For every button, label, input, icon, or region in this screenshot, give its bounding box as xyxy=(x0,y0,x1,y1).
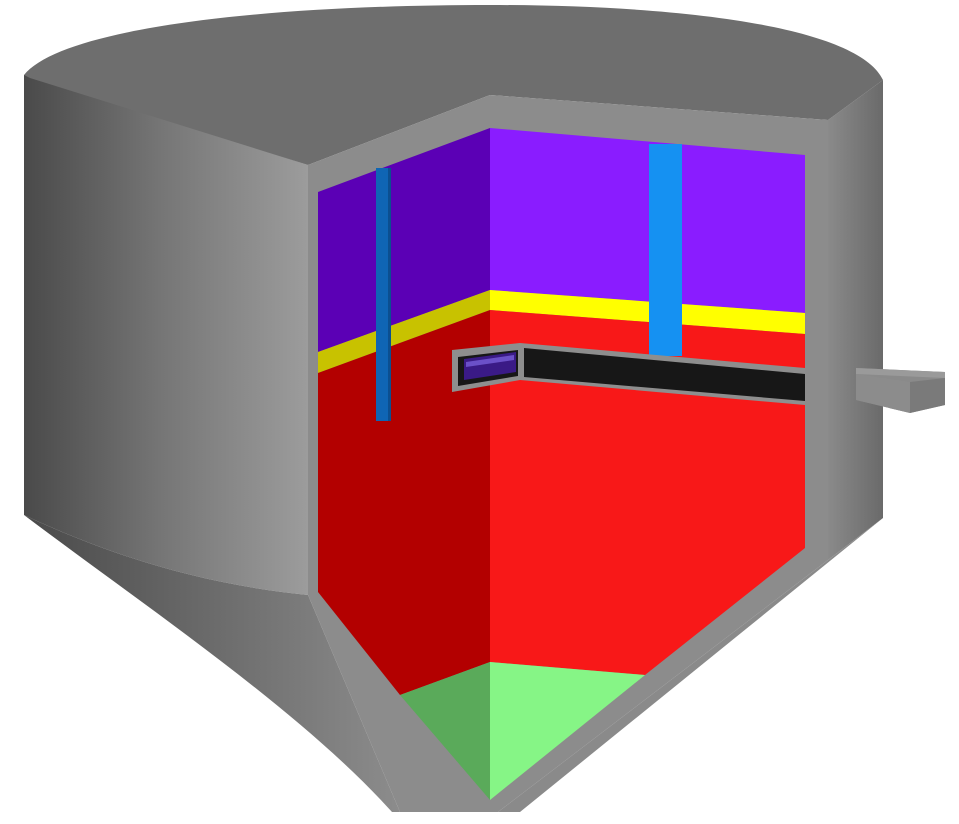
zone-top-right xyxy=(490,128,805,313)
tank-shell-left xyxy=(24,75,308,595)
tank-roof xyxy=(24,5,883,165)
interface-band-left xyxy=(318,290,490,373)
zone-top-left xyxy=(318,128,490,352)
interface-band-right xyxy=(490,290,805,334)
inlet-pipe-right xyxy=(649,144,682,356)
bottom-layer-left xyxy=(400,662,490,800)
main-layer-left xyxy=(318,310,490,695)
main-layer-right xyxy=(490,310,805,675)
inlet-pipe-left xyxy=(376,168,391,421)
channel-weir-highlight xyxy=(466,355,514,367)
tank-shell-right xyxy=(828,80,883,560)
inlet-pipe-left-edge xyxy=(388,168,391,421)
tank-cone-left xyxy=(24,515,400,812)
outlet-nozzle-icon xyxy=(856,368,945,413)
effluent-channel xyxy=(524,348,805,401)
bottom-layer-right xyxy=(490,662,645,800)
